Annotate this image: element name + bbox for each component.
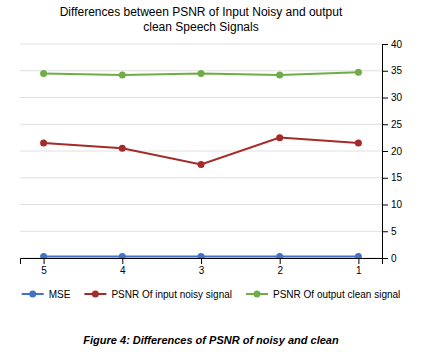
grid-line — [20, 44, 382, 45]
x-tick: 2 — [277, 258, 283, 276]
tick-label: 5 — [41, 265, 47, 276]
legend-label: MSE — [49, 289, 71, 300]
title-line: clean Speech Signals — [143, 20, 258, 34]
point — [276, 134, 283, 141]
tick-label: 25 — [391, 119, 403, 130]
tick-label: 10 — [391, 199, 403, 210]
tick-mark — [280, 258, 281, 264]
tick-mark — [382, 178, 388, 179]
tick-mark — [382, 98, 388, 99]
series — [40, 134, 362, 168]
tick-label: 5 — [391, 226, 397, 237]
grid-line — [20, 124, 382, 125]
tick-label: 30 — [391, 92, 403, 103]
tick-label: 0 — [391, 253, 397, 264]
y-tick: 0 — [382, 253, 397, 264]
tick-mark — [122, 258, 123, 264]
y-tick: 25 — [382, 119, 403, 130]
tick-label: 20 — [391, 146, 403, 157]
axis-line — [383, 45, 389, 259]
x-tick: 1 — [356, 258, 362, 276]
series-line — [44, 138, 359, 165]
caption: Figure 4: Differences of PSNR of noisy a… — [83, 334, 339, 346]
tick-label: 2 — [277, 265, 283, 276]
x-tick: 4 — [120, 258, 126, 276]
point — [198, 161, 205, 168]
point — [276, 253, 283, 258]
legend-item: PSNR Of input noisy signal — [84, 289, 232, 300]
y-tick: 10 — [382, 199, 403, 210]
grid-line — [20, 204, 382, 205]
tick-mark — [44, 258, 45, 264]
point — [198, 253, 205, 258]
tick-label: 3 — [199, 265, 205, 276]
legend: MSE PSNR Of input noisy signal PSNR Of out… — [22, 289, 401, 300]
x-axis: 5 4 3 2 1 — [21, 258, 383, 276]
legend-marker — [92, 291, 99, 298]
title: Differences between PSNR of Input Noisy … — [60, 5, 343, 34]
series — [40, 253, 362, 258]
axis-line — [21, 259, 383, 265]
y-tick: 40 — [382, 39, 403, 50]
y-tick: 30 — [382, 92, 403, 103]
tick-mark — [382, 231, 388, 232]
y-tick: 20 — [382, 146, 403, 157]
y-tick: 5 — [382, 226, 397, 237]
legend-marker — [29, 291, 36, 298]
grid-line — [20, 151, 382, 152]
tick-label: 40 — [391, 39, 403, 50]
tick-label: 15 — [391, 172, 403, 183]
point — [355, 139, 362, 146]
series — [40, 69, 362, 79]
tick-mark — [382, 258, 388, 259]
legend-item: MSE — [22, 289, 71, 300]
tick-mark — [382, 44, 388, 45]
point — [355, 253, 362, 258]
legend-item: PSNR Of output clean signal — [246, 289, 400, 300]
tick-label: 35 — [391, 65, 403, 76]
point — [276, 72, 283, 79]
tick-mark — [382, 71, 388, 72]
point — [355, 69, 362, 76]
tick-label: 4 — [120, 265, 126, 276]
y-axis: 0 5 10 15 20 25 30 35 40 — [382, 39, 403, 264]
tick-mark — [201, 258, 202, 264]
tick-mark — [382, 205, 388, 206]
legend-marker — [254, 291, 261, 298]
x-tick: 3 — [199, 258, 205, 276]
grid-line — [20, 177, 382, 178]
tick-mark — [382, 124, 388, 125]
point — [119, 72, 126, 79]
point — [40, 70, 47, 77]
tick-mark — [382, 151, 388, 152]
y-tick: 15 — [382, 172, 403, 183]
legend-label: PSNR Of input noisy signal — [111, 289, 232, 300]
plot-area — [40, 69, 362, 258]
legend-label: PSNR Of output clean signal — [273, 289, 400, 300]
chart: 543210510152025303540Differences between… — [0, 0, 422, 354]
tick-mark — [358, 258, 359, 264]
grid-line — [20, 97, 382, 98]
point — [119, 145, 126, 152]
point — [40, 253, 47, 258]
grid-line — [20, 231, 382, 232]
tick-label: 1 — [356, 265, 362, 276]
grid — [20, 44, 382, 258]
title-line: Differences between PSNR of Input Noisy … — [60, 5, 343, 19]
y-tick: 35 — [382, 65, 403, 76]
point — [40, 139, 47, 146]
point — [198, 70, 205, 77]
point — [119, 253, 126, 258]
x-tick: 5 — [41, 258, 47, 276]
